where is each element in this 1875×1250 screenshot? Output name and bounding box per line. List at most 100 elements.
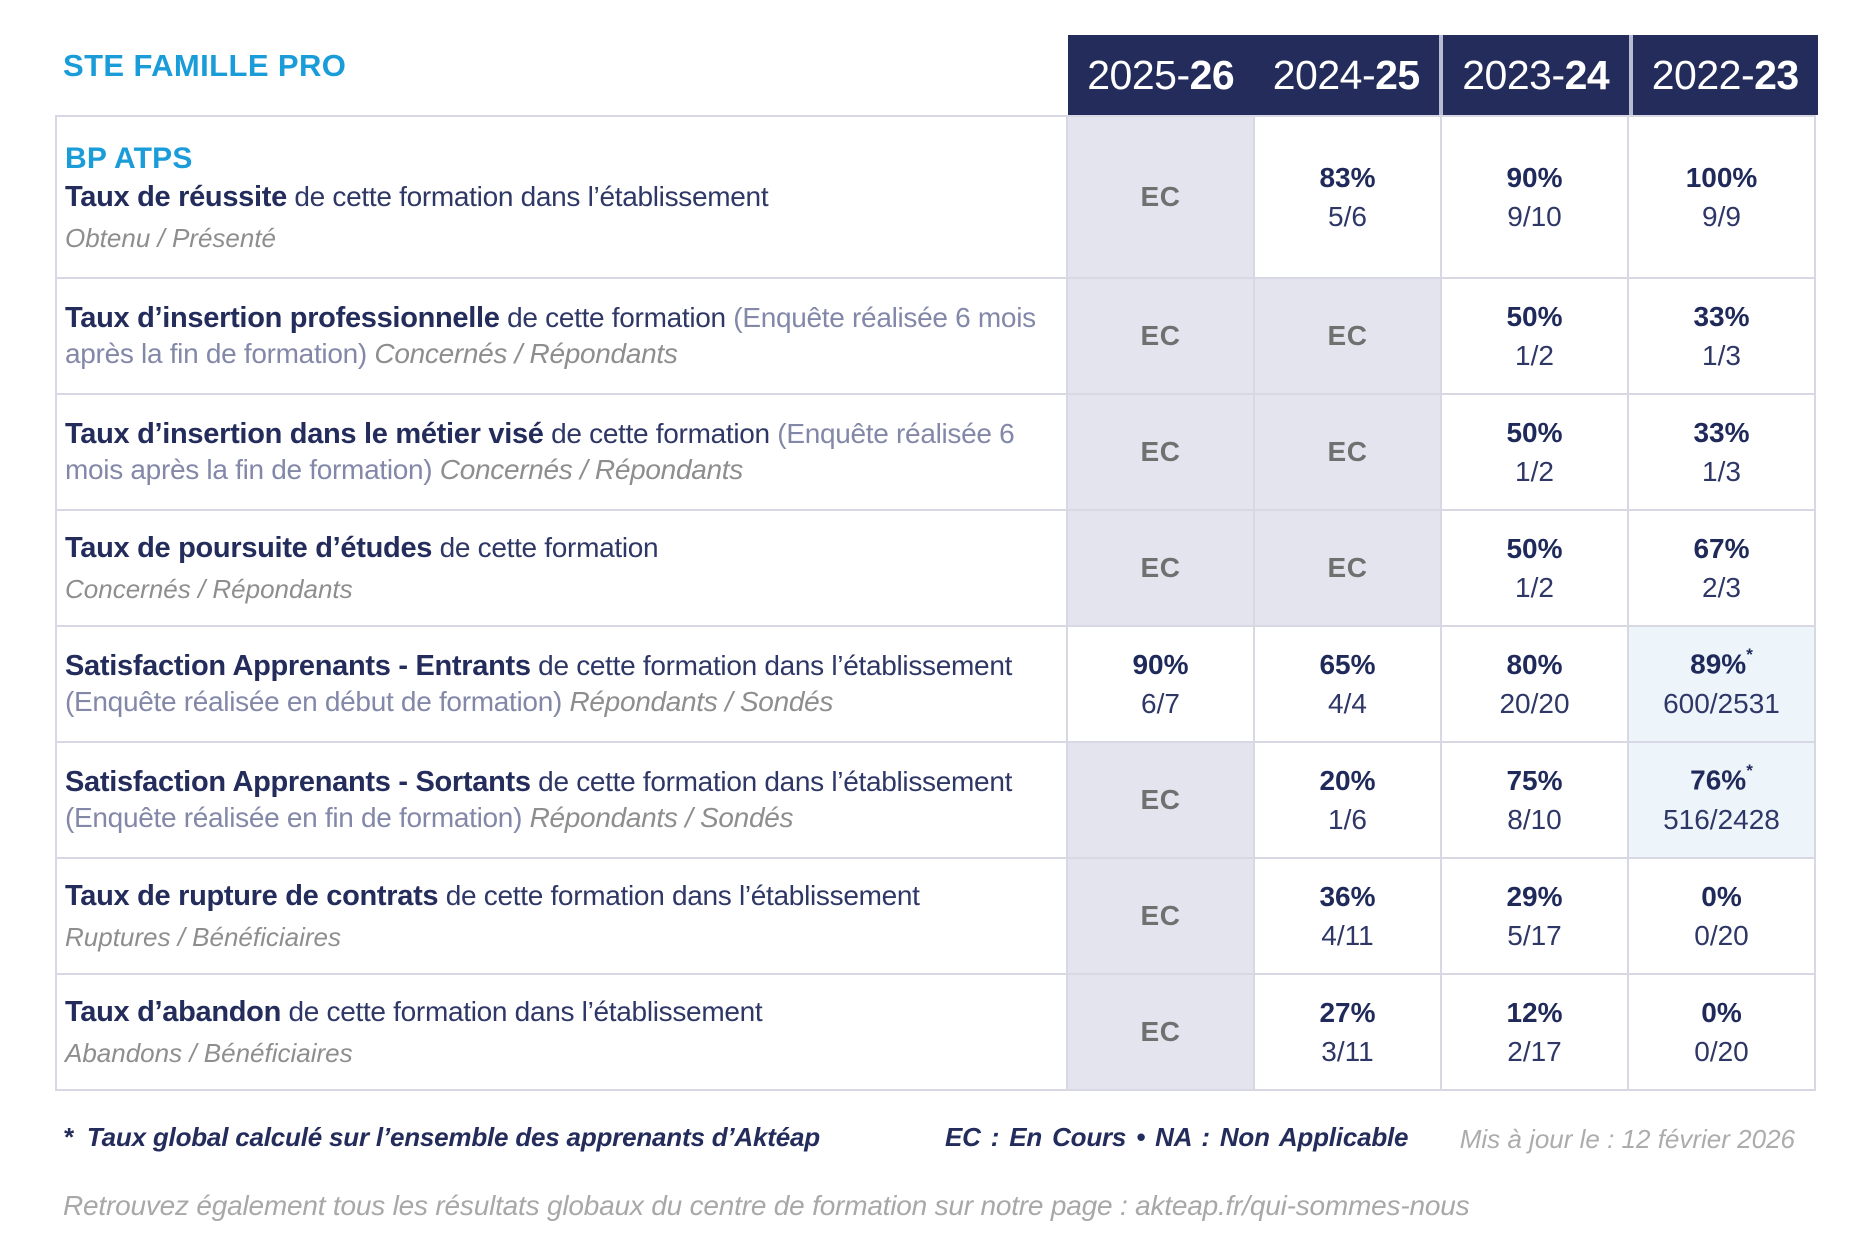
in-progress-value: EC xyxy=(1327,436,1368,467)
percentage-value: 50% xyxy=(1506,532,1563,564)
in-progress-value: EC xyxy=(1140,1016,1181,1047)
metric-value-cell: 67% 2/3 xyxy=(1627,511,1814,625)
metric-denominator-label: Ruptures / Bénéficiaires xyxy=(65,921,342,952)
metric-value-cell: 0% 0/20 xyxy=(1627,859,1814,973)
fraction-value: 0/20 xyxy=(1694,919,1749,951)
percentage-value: 100% xyxy=(1685,161,1758,193)
percentage-value: 0% xyxy=(1701,996,1742,1028)
program-name: BP ATPS xyxy=(65,141,193,175)
percentage-value: 50% xyxy=(1506,416,1563,448)
metric-text-segment: Taux de rupture de contrats xyxy=(65,879,439,912)
percentage-value: 50% xyxy=(1506,300,1563,332)
metric-value-cell: 0% 0/20 xyxy=(1627,975,1814,1089)
footnote-text: Taux global calculé sur l’ensemble des a… xyxy=(86,1122,820,1152)
metric-text-segment: de cette formation dans l’établissement xyxy=(286,181,769,212)
fraction-value: 600/2531 xyxy=(1663,687,1780,719)
fraction-value: 0/20 xyxy=(1694,1035,1749,1067)
metric-text-segment: Concernés / Répondants xyxy=(366,337,678,369)
metric-value-cell: 50% 1/2 xyxy=(1440,395,1627,509)
updated-date: Mis à jour le : 12 février 2026 xyxy=(1459,1124,1795,1154)
in-progress-value: EC xyxy=(1140,181,1181,212)
fraction-value: 4/4 xyxy=(1328,687,1367,719)
in-progress-value: EC xyxy=(1140,784,1181,815)
percentage-value: 29% xyxy=(1506,880,1563,912)
metric-description: Taux d’abandon de cette formation dans l… xyxy=(65,995,1050,1031)
percentage-value: 27% xyxy=(1319,996,1376,1028)
metric-value-cell: EC xyxy=(1066,743,1253,857)
metric-value-cell: EC xyxy=(1253,511,1440,625)
metric-value-cell: 75% 8/10 xyxy=(1440,743,1627,857)
abbreviation-legend: EC : En Cours • NA : Non Applicable xyxy=(945,1122,1409,1152)
fraction-value: 516/2428 xyxy=(1663,803,1780,835)
fraction-value: 2/3 xyxy=(1702,571,1741,603)
table-row: Taux de poursuite d’études de cette form… xyxy=(57,509,1814,625)
metric-value-cell: 36% 4/11 xyxy=(1253,859,1440,973)
year-suffix: 24 xyxy=(1564,51,1610,98)
metric-text-segment: Taux d’insertion professionnelle xyxy=(65,301,500,334)
year-suffix: 25 xyxy=(1375,51,1420,98)
year-column-header: 2025- 26 xyxy=(1068,35,1254,115)
metric-value-cell: EC xyxy=(1066,395,1253,509)
metric-value-cell: 83% 5/6 xyxy=(1253,117,1440,277)
percentage-value: 76%* xyxy=(1690,761,1753,796)
metric-text-segment: de cette formation xyxy=(543,417,778,449)
percentage-value: 12% xyxy=(1506,996,1563,1028)
metric-description: Taux de réussite de cette formation dans… xyxy=(65,180,1050,216)
metric-label-cell: Taux de rupture de contrats de cette for… xyxy=(57,859,1066,973)
results-table: BP ATPS Taux de réussite de cette formati… xyxy=(55,115,1816,1091)
metric-denominator-label: Abandons / Bénéficiaires xyxy=(65,1037,353,1068)
fraction-value: 6/7 xyxy=(1141,687,1180,719)
metric-value-cell: 29% 5/17 xyxy=(1440,859,1627,973)
percentage-value: 36% xyxy=(1319,880,1376,912)
fraction-value: 9/9 xyxy=(1702,200,1741,232)
metric-label-cell: Taux d’abandon de cette formation dans l… xyxy=(57,975,1066,1089)
metric-text-segment: de cette formation dans l’établissement xyxy=(530,649,1013,681)
table-row: Satisfaction Apprenants - Sortants de ce… xyxy=(57,741,1814,857)
metric-text-segment: Satisfaction Apprenants - Sortants xyxy=(65,765,531,798)
metric-text-segment: Taux d’abandon xyxy=(65,995,281,1028)
metric-value-cell: 76%* 516/2428 xyxy=(1627,743,1814,857)
metric-description: Satisfaction Apprenants - Entrants de ce… xyxy=(65,649,1050,720)
metric-value-cell: EC xyxy=(1066,279,1253,393)
percentage-value: 80% xyxy=(1506,648,1563,680)
year-header-band: 2025- 26 2024- 25 2023- 24 2022- 23 xyxy=(1068,35,1818,115)
metric-label-cell: Taux de poursuite d’études de cette form… xyxy=(57,511,1066,625)
in-progress-value: EC xyxy=(1140,900,1181,931)
metric-value-cell: 90% 6/7 xyxy=(1066,627,1253,741)
fraction-value: 5/6 xyxy=(1328,200,1367,232)
year-suffix: 26 xyxy=(1189,51,1235,98)
table-row: Satisfaction Apprenants - Entrants de ce… xyxy=(57,625,1814,741)
metric-text-segment: Satisfaction Apprenants - Entrants xyxy=(65,649,531,682)
table-row: BP ATPS Taux de réussite de cette formati… xyxy=(57,117,1814,277)
year-column-header: 2024- 25 xyxy=(1253,35,1439,115)
metric-label-cell: BP ATPS Taux de réussite de cette formati… xyxy=(57,117,1066,277)
metric-text-segment: (Enquête réalisée 6 mois après la fin de… xyxy=(65,301,1036,369)
percentage-value: 20% xyxy=(1319,764,1376,796)
table-row: Taux d’insertion professionnelle de cett… xyxy=(57,277,1814,393)
metric-denominator-label: Concernés / Répondants xyxy=(65,573,353,604)
year-column-header: 2023- 24 xyxy=(1443,35,1629,115)
percentage-value: 33% xyxy=(1693,416,1750,448)
metric-value-cell: 33% 1/3 xyxy=(1627,395,1814,509)
fraction-value: 8/10 xyxy=(1507,803,1562,835)
metric-text-segment: (Enquête réalisée en début de formation) xyxy=(65,685,562,717)
year-prefix: 2024- xyxy=(1272,51,1376,98)
footnote: * Taux global calculé sur l’ensemble des … xyxy=(63,1122,820,1153)
fraction-value: 1/2 xyxy=(1515,571,1554,603)
asterisk-marker: * xyxy=(1746,761,1753,781)
fraction-value: 1/2 xyxy=(1515,455,1554,487)
fraction-value: 1/6 xyxy=(1328,803,1367,835)
percentage-value: 90% xyxy=(1506,161,1563,193)
metric-text-segment: Taux de poursuite d’études xyxy=(65,531,433,564)
metric-value-cell: 50% 1/2 xyxy=(1440,279,1627,393)
year-prefix: 2025- xyxy=(1087,51,1190,98)
in-progress-value: EC xyxy=(1140,552,1181,583)
year-suffix: 23 xyxy=(1754,51,1799,98)
in-progress-value: EC xyxy=(1327,320,1368,351)
metric-denominator-label: Obtenu / Présenté xyxy=(65,222,277,253)
percentage-value: 83% xyxy=(1319,161,1376,193)
percentage-value: 0% xyxy=(1701,880,1742,912)
metric-value-cell: EC xyxy=(1253,395,1440,509)
metric-label-cell: Satisfaction Apprenants - Sortants de ce… xyxy=(57,743,1066,857)
